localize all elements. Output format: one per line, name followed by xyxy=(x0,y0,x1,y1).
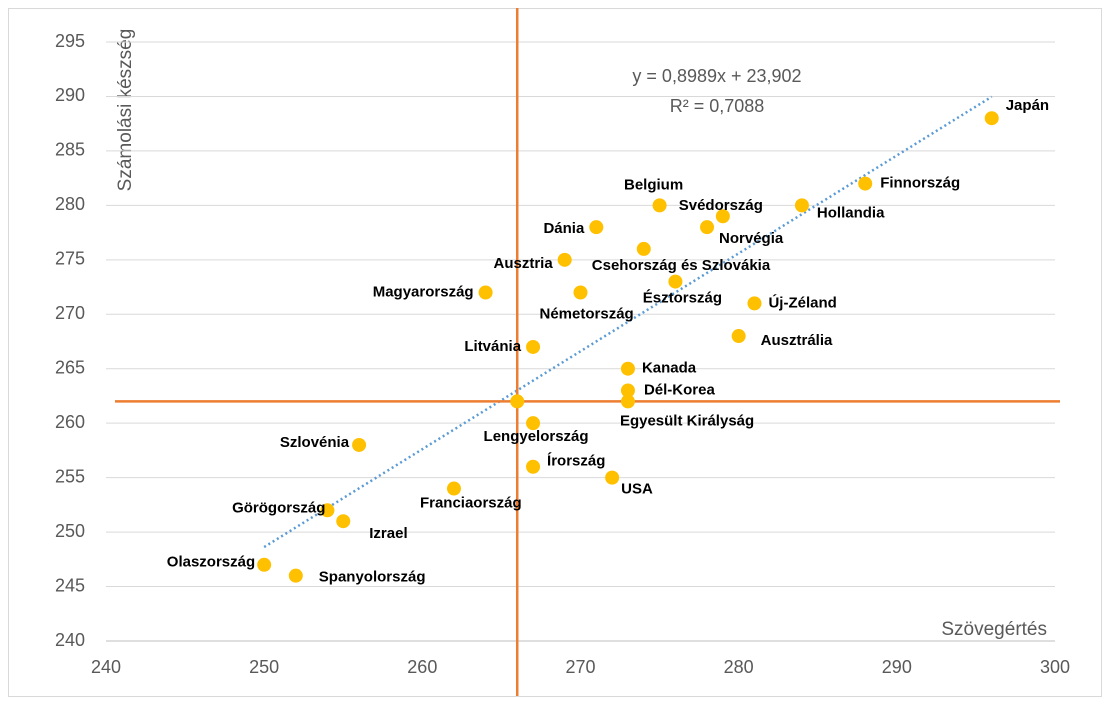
data-point xyxy=(605,470,620,485)
data-label: Norvégia xyxy=(719,230,784,247)
data-label: Lengyelország xyxy=(484,428,589,445)
data-label: Észtország xyxy=(643,290,722,307)
data-label: Ausztrália xyxy=(761,332,833,349)
data-point xyxy=(636,241,651,256)
data-point xyxy=(446,481,461,496)
data-point xyxy=(557,252,572,267)
x-tick-label: 260 xyxy=(407,657,437,677)
chart-border xyxy=(8,8,1102,697)
y-tick-label: 260 xyxy=(55,412,85,432)
y-axis-label: Számolási készség xyxy=(115,29,136,192)
data-label: Hollandia xyxy=(817,204,885,221)
data-point xyxy=(510,394,525,409)
y-tick-label: 295 xyxy=(55,31,85,51)
x-tick-label: 250 xyxy=(249,657,279,677)
data-label: Görögország xyxy=(232,499,325,516)
data-label: Izrael xyxy=(369,525,407,542)
data-label: Írország xyxy=(547,453,605,470)
data-point xyxy=(794,198,809,213)
data-point xyxy=(984,111,999,126)
y-tick-label: 285 xyxy=(55,140,85,160)
y-tick-label: 255 xyxy=(55,466,85,486)
x-tick-label: 290 xyxy=(882,657,912,677)
data-point xyxy=(573,285,588,300)
data-label: Finnország xyxy=(880,175,960,192)
y-tick-label: 290 xyxy=(55,85,85,105)
y-tick-label: 240 xyxy=(55,630,85,650)
data-label: Japán xyxy=(1006,97,1049,114)
x-tick-label: 300 xyxy=(1040,657,1070,677)
y-tick-label: 265 xyxy=(55,357,85,377)
data-point xyxy=(652,198,667,213)
data-label: Franciaország xyxy=(420,494,522,511)
x-tick-label: 240 xyxy=(91,657,121,677)
data-point xyxy=(589,220,604,235)
y-tick-label: 245 xyxy=(55,575,85,595)
data-label: Magyarország xyxy=(373,283,474,300)
x-tick-label: 280 xyxy=(724,657,754,677)
data-label: USA xyxy=(621,481,653,498)
data-point xyxy=(288,568,303,583)
data-point xyxy=(731,329,746,344)
data-label: Litvánia xyxy=(464,338,521,355)
y-tick-label: 280 xyxy=(55,194,85,214)
y-tick-label: 270 xyxy=(55,303,85,323)
data-point xyxy=(620,394,635,409)
data-point xyxy=(526,459,541,474)
data-label: Csehország és Szlovákia xyxy=(592,257,771,274)
data-point xyxy=(526,339,541,354)
data-point xyxy=(320,503,335,518)
data-label: Svédország xyxy=(679,197,763,214)
data-point xyxy=(715,209,730,224)
data-label: Dél-Korea xyxy=(644,381,716,398)
y-tick-label: 250 xyxy=(55,521,85,541)
data-point xyxy=(620,361,635,376)
trend-equation: y = 0,8989x + 23,902 xyxy=(632,66,801,86)
data-point xyxy=(336,514,351,529)
data-label: Szlovénia xyxy=(280,434,350,451)
data-label: Olaszország xyxy=(167,554,255,571)
data-label: Kanada xyxy=(642,360,697,377)
data-label: Új-Zéland xyxy=(768,293,836,311)
data-label: Dánia xyxy=(543,220,585,237)
data-point xyxy=(478,285,493,300)
data-label: Egyesült Királyság xyxy=(620,412,754,429)
data-label: Spanyolország xyxy=(319,569,426,586)
trend-r2: R² = 0,7088 xyxy=(670,96,765,116)
data-point xyxy=(858,176,873,191)
data-point xyxy=(747,296,762,311)
data-label: Belgium xyxy=(624,176,683,193)
data-point xyxy=(526,416,541,431)
x-tick-label: 270 xyxy=(565,657,595,677)
x-axis-label: Szövegértés xyxy=(941,619,1047,640)
data-point xyxy=(700,220,715,235)
data-point xyxy=(257,557,272,572)
data-label: Németország xyxy=(540,305,634,322)
data-label: Ausztria xyxy=(493,255,553,272)
y-tick-label: 275 xyxy=(55,249,85,269)
data-point xyxy=(668,274,683,289)
data-point xyxy=(352,437,367,452)
data-point xyxy=(620,383,635,398)
